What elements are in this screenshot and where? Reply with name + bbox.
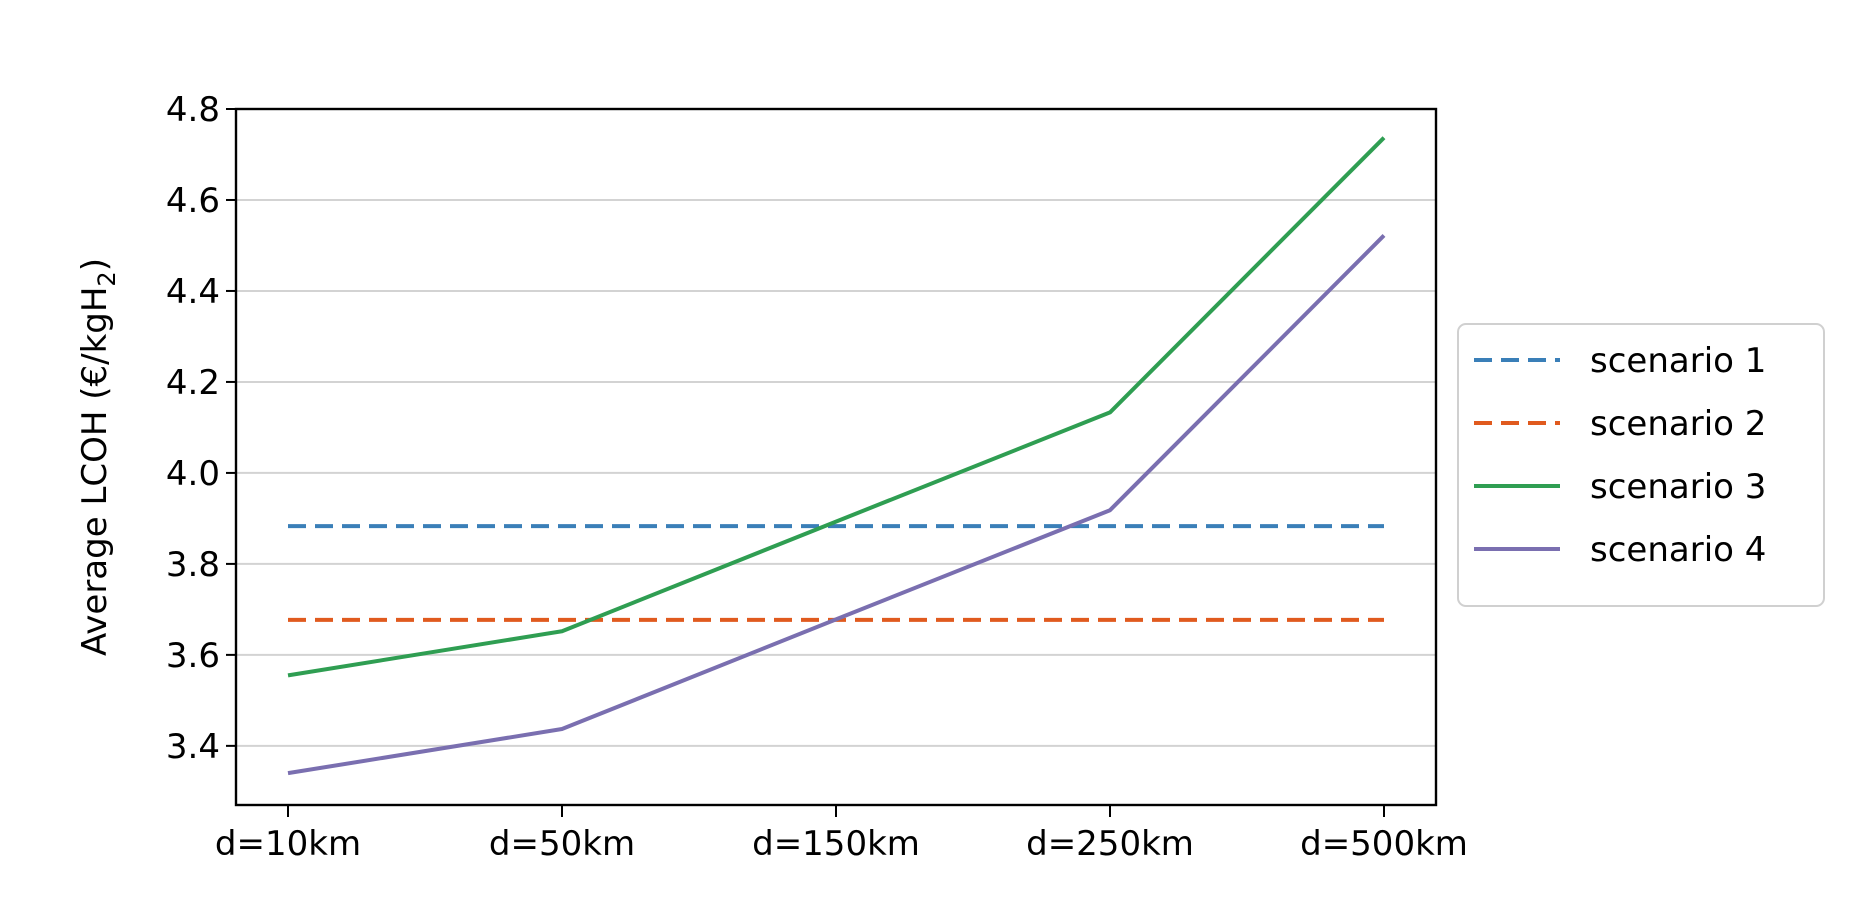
series-line-4 [287,234,1386,776]
y-tick-label: 3.8 [166,545,220,585]
plot-frame [234,107,1438,807]
y-axis-title: Average LCOH (€/kgH2) [75,258,121,656]
y-tick-label: 4.0 [166,454,220,494]
y-axis-title-close: ) [75,258,115,271]
y-tick-label: 3.6 [166,636,220,676]
y-tick-label: 4.8 [166,90,220,130]
y-axis-title-main: Average LCOH (€/kgH [75,287,115,656]
legend: scenario 1 scenario 2 scenario 3 scenario 4 [1457,323,1825,607]
series-line-3 [287,136,1386,678]
legend-label: scenario 4 [1590,530,1766,570]
y-axis: 3.4 3.6 3.8 4.0 4.2 4.4 4.6 4.8 [166,90,236,767]
legend-box [1457,323,1825,607]
legend-label: scenario 2 [1590,404,1766,444]
legend-label: scenario 1 [1590,341,1766,381]
y-tick-label: 4.6 [166,181,220,221]
series-lines [287,136,1386,776]
x-axis: d=10km d=50km d=150km d=250km d=500km [215,805,1468,864]
y-axis-title-subscript: 2 [93,271,121,286]
x-tick-label: d=500km [1300,824,1468,864]
x-tick-label: d=10km [215,824,361,864]
y-tick-label: 4.4 [166,272,220,312]
x-tick-label: d=250km [1026,824,1194,864]
x-tick-label: d=50km [489,824,635,864]
y-tick-label: 4.2 [166,363,220,403]
x-tick-label: d=150km [752,824,920,864]
legend-label: scenario 3 [1590,467,1766,507]
grid-lines [236,108,1436,747]
y-tick-label: 3.4 [166,727,220,767]
